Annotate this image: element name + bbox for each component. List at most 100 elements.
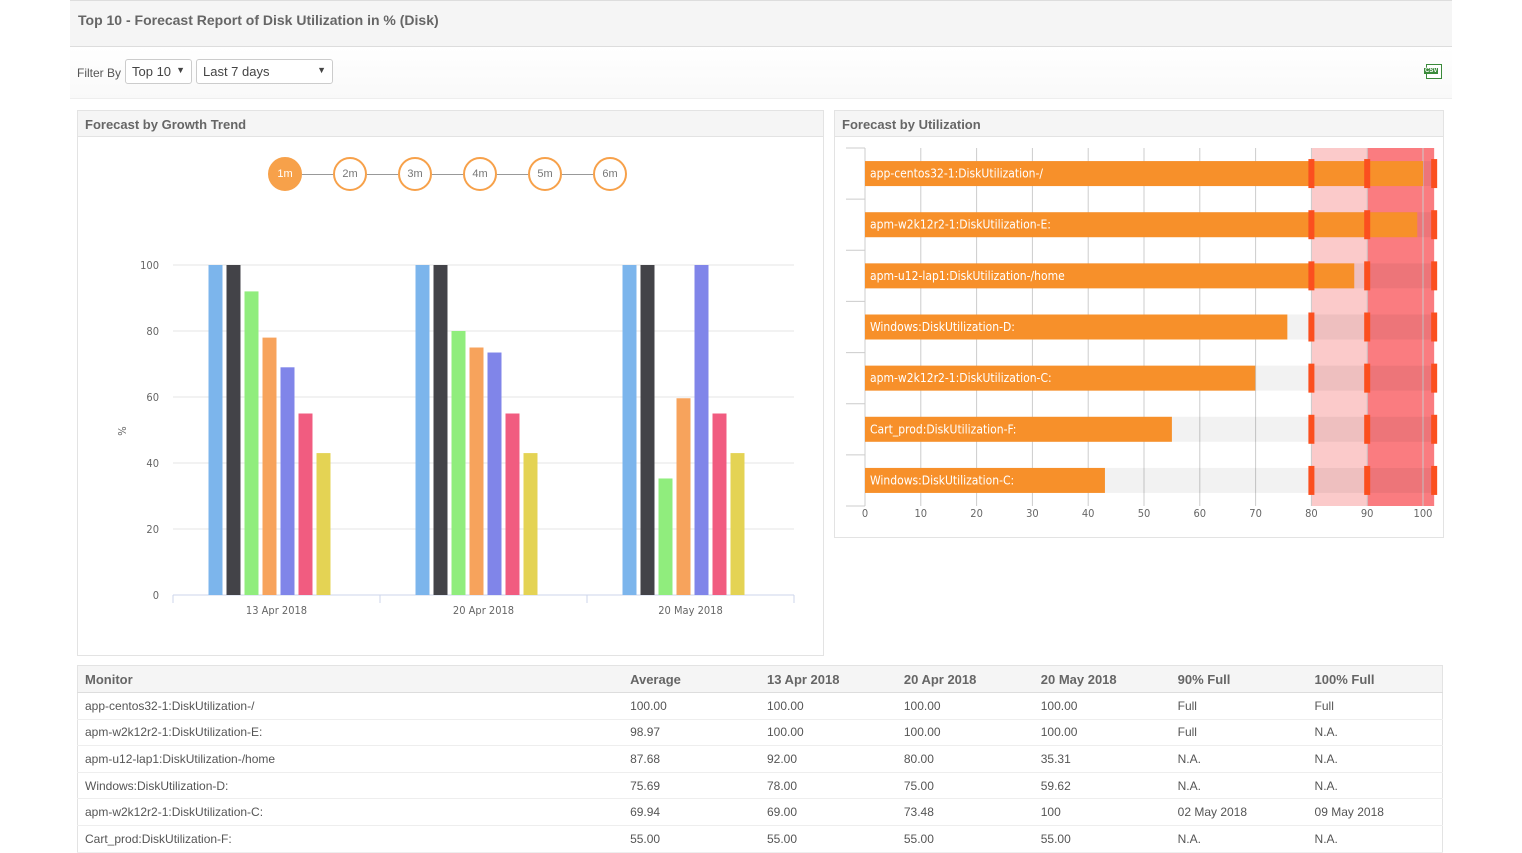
bar	[280, 367, 295, 595]
y-tick-label: 60	[146, 391, 159, 404]
table-cell: 100.00	[1033, 719, 1171, 747]
column-header[interactable]: 20 Apr 2018	[896, 665, 1034, 693]
threshold-marker	[1364, 465, 1371, 495]
utilization-bar-chart: 0 10 20 30 40 50 60 70 80 90 100 app-centos32-1:Dis…	[846, 147, 1438, 520]
y-tick-label: 100	[140, 259, 159, 272]
table-cell: 100	[1033, 798, 1171, 826]
bar	[298, 413, 313, 595]
filter-label: Filter By	[77, 66, 122, 80]
threshold-marker	[1308, 363, 1315, 393]
table-row: Cart_prod:DiskUtilization-F: 55.00 55.00 55…	[77, 825, 1443, 853]
threshold-marker	[1308, 312, 1315, 342]
bar	[676, 398, 691, 595]
bar-label: Windows:DiskUtilization-C:	[870, 473, 1014, 487]
x-tick-label: 30	[1026, 507, 1039, 520]
y-tick-label: 0	[153, 589, 159, 602]
step-connector	[302, 173, 333, 175]
x-tick-label: 60	[1194, 507, 1207, 520]
table-cell: N.A.	[1307, 825, 1443, 853]
table-cell: apm-w2k12r2-1:DiskUtilization-C:	[77, 798, 624, 826]
column-header[interactable]: 90% Full	[1170, 665, 1308, 693]
column-header[interactable]: 100% Full	[1307, 665, 1443, 693]
table-cell: 100.00	[896, 692, 1034, 720]
bar	[415, 265, 430, 595]
x-tick-label: 13 Apr 2018	[246, 604, 307, 617]
x-tick-label: 20 Apr 2018	[453, 604, 514, 617]
y-tick-label: 20	[146, 523, 159, 536]
period-select[interactable]: Last 7 days ▼	[196, 59, 333, 84]
step-2m[interactable]: 2m	[333, 157, 367, 191]
x-tick-label: 100	[1414, 507, 1433, 520]
threshold-marker	[1364, 210, 1371, 240]
table-cell: 100.00	[1033, 692, 1171, 720]
bar	[208, 265, 223, 595]
step-connector	[367, 173, 398, 175]
csv-export-icon[interactable]: CSV	[1424, 64, 1442, 79]
bar	[226, 265, 241, 595]
x-tick-label: 80	[1305, 507, 1318, 520]
filter-bar: Filter By Top 10 ▼ Last 7 days ▼ CSV	[70, 47, 1452, 99]
table-cell: Full	[1170, 692, 1308, 720]
bar	[658, 478, 673, 595]
table-cell: 78.00	[759, 772, 897, 800]
bar-label: apm-w2k12r2-1:DiskUtilization-E:	[870, 218, 1051, 232]
end-marker	[1431, 210, 1438, 240]
x-tick-label: 50	[1138, 507, 1151, 520]
x-tick-label: 10	[915, 507, 928, 520]
table-cell: 55.00	[1033, 825, 1171, 853]
warning-band	[1311, 148, 1368, 506]
column-header[interactable]: 20 May 2018	[1033, 665, 1171, 693]
bar	[262, 337, 277, 595]
table-cell: 98.97	[623, 719, 760, 747]
end-marker	[1431, 414, 1438, 444]
column-header[interactable]: 13 Apr 2018	[759, 665, 897, 693]
table-cell: 100.00	[759, 719, 897, 747]
table-cell: 73.48	[896, 798, 1034, 826]
x-tick-label: 20 May 2018	[658, 604, 723, 617]
utilization-panel-title: Forecast by Utilization	[835, 111, 1443, 137]
table-cell: Full	[1170, 719, 1308, 747]
step-connector	[562, 173, 593, 175]
table-cell: 55.00	[759, 825, 897, 853]
table-cell: Cart_prod:DiskUtilization-F:	[77, 825, 624, 853]
end-marker	[1431, 312, 1438, 342]
threshold-marker	[1364, 363, 1371, 393]
top-n-select[interactable]: Top 10 ▼	[125, 59, 192, 84]
x-tick-label: 70	[1249, 507, 1262, 520]
threshold-marker	[1364, 159, 1371, 189]
chevron-down-icon: ▼	[176, 65, 185, 75]
period-value: Last 7 days	[203, 64, 270, 79]
column-header[interactable]: Average	[623, 665, 760, 693]
bar	[865, 161, 1423, 187]
bar	[244, 291, 259, 595]
bar	[865, 416, 1172, 442]
step-1m[interactable]: 1m	[268, 157, 302, 191]
bar	[865, 314, 1288, 340]
bar	[451, 331, 466, 595]
x-tick-label: 0	[862, 507, 868, 520]
column-header[interactable]: Monitor	[77, 665, 624, 693]
table-cell: 75.00	[896, 772, 1034, 800]
bar	[523, 453, 538, 595]
table-cell: 100.00	[623, 692, 760, 720]
table-cell: 69.94	[623, 798, 760, 826]
bar	[469, 347, 484, 595]
table-row: apm-u12-lap1:DiskUtilization-/home 87.68 9…	[77, 745, 1443, 773]
bar	[487, 352, 502, 595]
bar	[865, 212, 1418, 238]
growth-trend-panel: Forecast by Growth Trend 1m 2m 3m 4m 5m 6m 0 2…	[77, 110, 824, 656]
bar-label: Cart_prod:DiskUtilization-F:	[870, 422, 1016, 436]
growth-bar-chart: 0 20 40 60 80 100% 13 Apr 2018 20 Apr 2018 20 Ma…	[116, 259, 795, 617]
step-5m[interactable]: 5m	[528, 157, 562, 191]
step-3m[interactable]: 3m	[398, 157, 432, 191]
bar-label: Windows:DiskUtilization-D:	[870, 320, 1015, 334]
step-6m[interactable]: 6m	[593, 157, 627, 191]
table-cell: N.A.	[1307, 772, 1443, 800]
table-cell: Windows:DiskUtilization-D:	[77, 772, 624, 800]
table-cell: 80.00	[896, 745, 1034, 773]
x-tick-label: 90	[1361, 507, 1374, 520]
table-cell: app-centos32-1:DiskUtilization-/	[77, 692, 624, 720]
bar	[694, 265, 709, 595]
step-4m[interactable]: 4m	[463, 157, 497, 191]
table-cell: N.A.	[1307, 745, 1443, 773]
